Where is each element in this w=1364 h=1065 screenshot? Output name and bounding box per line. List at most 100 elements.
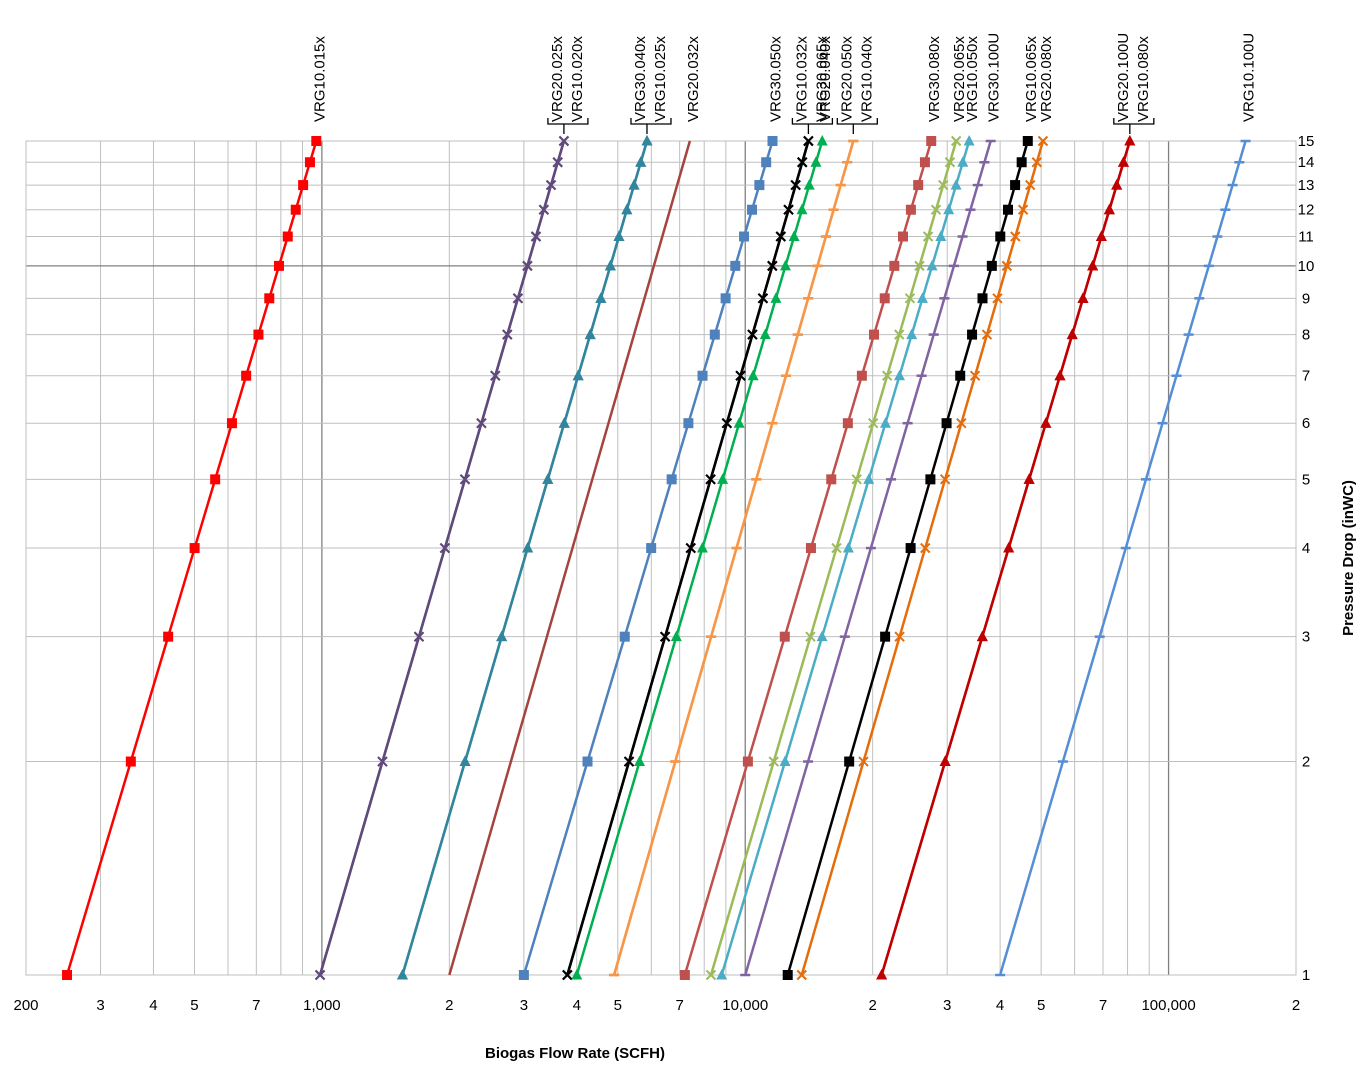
data-point-triangle <box>863 473 875 484</box>
data-point-x <box>796 969 807 981</box>
data-point-triangle <box>770 292 782 303</box>
x-tick-label: 2 <box>1292 997 1300 1014</box>
data-point-x <box>803 135 814 147</box>
data-point-triangle <box>542 473 554 484</box>
data-point-triangle <box>584 328 596 340</box>
data-point-square <box>683 418 694 429</box>
data-point-x <box>552 157 563 168</box>
series-label: VRG20.025x <box>549 36 566 122</box>
x-tick-label: 1,000 <box>303 997 341 1014</box>
data-point-square <box>913 180 924 191</box>
data-point-x <box>831 542 842 554</box>
data-point-triangle <box>396 969 408 980</box>
data-point-x <box>314 969 326 981</box>
data-point-triangle <box>747 369 759 381</box>
data-point-triangle <box>604 259 616 271</box>
y-tick-label: 2 <box>1302 754 1310 771</box>
y-tick-label: 6 <box>1302 415 1310 432</box>
y-axis-title: Pressure Drop (inWC) <box>1340 480 1357 636</box>
data-point-triangle <box>571 969 583 980</box>
data-point-square <box>905 543 916 554</box>
series-vrg10-080x <box>876 135 1136 980</box>
data-point-square <box>304 157 315 168</box>
data-point-square <box>1010 180 1021 191</box>
series-vrg10-025x <box>396 135 653 980</box>
data-point-square <box>62 970 73 980</box>
series-vrg30-050x <box>518 136 778 980</box>
data-point-x <box>721 417 733 429</box>
data-point-square <box>619 631 630 642</box>
data-point-x <box>938 179 949 191</box>
data-point-square <box>679 970 690 980</box>
data-point-x <box>969 370 981 381</box>
data-point-square <box>842 418 853 429</box>
data-point-square <box>226 418 237 429</box>
data-point-x <box>522 260 533 272</box>
data-point-x <box>685 542 696 554</box>
data-point-x <box>1001 260 1013 272</box>
data-point-x <box>1010 231 1021 242</box>
data-point-x <box>767 260 778 272</box>
series-vrg20-032x <box>448 140 692 976</box>
x-tick-label: 5 <box>1037 997 1045 1014</box>
data-point-x <box>1025 179 1036 191</box>
data-point-square <box>986 260 997 271</box>
data-point-x <box>747 329 758 340</box>
data-point-x <box>439 542 451 554</box>
data-point-triangle <box>733 417 745 428</box>
data-point-square <box>905 204 916 215</box>
data-point-square <box>826 474 837 485</box>
x-tick-label: 3 <box>96 997 104 1014</box>
data-point-square <box>1022 136 1033 146</box>
data-point-triangle <box>976 630 988 642</box>
series-vrg30-080x <box>679 136 937 980</box>
data-point-triangle <box>926 259 938 271</box>
series-label: VRG20.080x <box>1038 36 1055 122</box>
data-point-x <box>757 293 769 304</box>
series-vrg10-065x <box>782 136 1033 980</box>
x-tick-label: 7 <box>252 997 260 1014</box>
data-point-square <box>742 756 753 767</box>
x-tick-label: 2 <box>868 997 876 1014</box>
series-label: VRG30.065x <box>813 36 830 122</box>
data-point-x <box>490 370 501 381</box>
data-point-x <box>920 542 931 554</box>
series-line <box>448 140 692 976</box>
data-point-triangle <box>796 203 808 215</box>
y-tick-label: 3 <box>1302 629 1310 646</box>
data-point-triangle <box>613 230 625 242</box>
data-point-square <box>856 370 867 381</box>
y-tick-label: 12 <box>1298 202 1315 219</box>
series-vrg10-100u <box>995 139 1251 977</box>
data-point-triangle <box>894 369 906 381</box>
data-point-triangle <box>779 259 791 271</box>
data-point-x <box>914 260 925 272</box>
data-point-square <box>730 260 741 271</box>
y-tick-label: 5 <box>1302 471 1310 488</box>
data-point-triangle <box>1003 542 1015 553</box>
data-point-triangle <box>716 969 728 980</box>
data-point-x <box>930 204 942 215</box>
data-point-x <box>538 204 550 215</box>
data-point-triangle <box>803 179 815 190</box>
data-point-triangle <box>595 292 607 303</box>
data-point-square <box>210 474 221 485</box>
data-point-square <box>253 329 264 340</box>
data-point-triangle <box>788 230 800 242</box>
data-point-x <box>558 135 570 147</box>
label-bracket <box>630 118 672 134</box>
data-point-triangle <box>635 156 647 167</box>
data-point-square <box>844 756 855 767</box>
data-point-square <box>955 370 966 381</box>
series-label: VRG30.100U <box>986 33 1003 122</box>
data-point-x <box>659 631 671 642</box>
data-point-triangle <box>628 179 640 190</box>
data-point-square <box>919 157 930 168</box>
data-point-triangle <box>876 969 888 980</box>
x-tick-label: 3 <box>943 997 951 1014</box>
data-point-triangle <box>634 755 646 767</box>
data-point-x <box>981 329 993 340</box>
series-vrg30-065x <box>562 135 814 981</box>
data-point-triangle <box>572 369 584 381</box>
